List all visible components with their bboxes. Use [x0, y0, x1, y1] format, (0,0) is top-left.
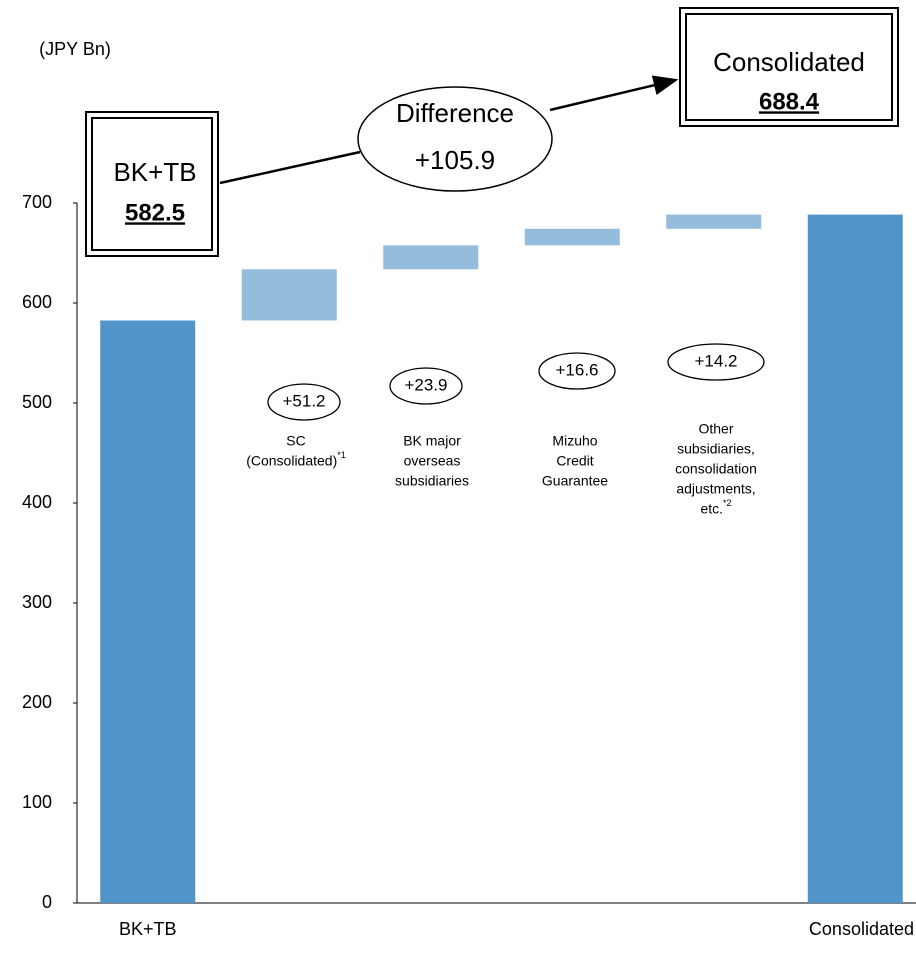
description-line: consolidation [675, 461, 757, 477]
start-box: BK+TB 582.5 [85, 111, 219, 257]
bar [666, 214, 762, 229]
description-line: overseas [404, 453, 461, 469]
y-tick-label: 600 [22, 292, 52, 312]
description-line: Guarantee [542, 473, 608, 489]
y-tick-label: 200 [22, 692, 52, 712]
y-tick-label: 0 [42, 892, 52, 912]
description-line: SC [286, 433, 305, 449]
y-tick-label: 400 [22, 492, 52, 512]
value-label-bubble [389, 367, 463, 405]
difference-title: Difference [396, 98, 514, 128]
value-label: +14.2 [694, 351, 737, 370]
description-line: BK major [403, 433, 461, 449]
connector-arrow [549, 75, 679, 112]
bar [524, 228, 620, 246]
description-line: Credit [556, 453, 593, 469]
value-label: +51.2 [282, 391, 325, 410]
bar [100, 320, 196, 903]
x-tick-label: BK+TB [119, 919, 177, 939]
y-tick-label: 100 [22, 792, 52, 812]
value-label-bubble [667, 343, 765, 381]
value-label: +16.6 [555, 360, 598, 379]
description-line: adjustments, [676, 481, 755, 497]
y-tick-label: 700 [22, 192, 52, 212]
difference-bubble: Difference +105.9 [357, 86, 553, 192]
footnote-mark: *2 [723, 498, 732, 508]
x-tick-label: Consolidated [809, 919, 914, 939]
difference-text: +105.9 [415, 145, 495, 175]
connector [219, 150, 361, 185]
description-line: subsidiaries [395, 473, 469, 489]
value-label: +23.9 [404, 375, 447, 394]
y-tick-label: 500 [22, 392, 52, 412]
value-label-bubble [538, 352, 616, 390]
end-box: Consolidated 688.4 [679, 7, 899, 127]
unit-label: (JPY Bn) [39, 39, 111, 59]
description-line: (Consolidated)*1 [246, 450, 346, 468]
value-label-bubble [267, 383, 341, 421]
start-value: 582.5 [125, 199, 185, 226]
bar [383, 245, 479, 270]
footnote-mark: *1 [337, 450, 346, 460]
y-tick-label: 300 [22, 592, 52, 612]
description-line: Other [698, 421, 733, 437]
end-title: Consolidated [713, 47, 865, 77]
end-value: 688.4 [759, 88, 820, 115]
description-line: etc.*2 [700, 498, 731, 516]
bar [807, 214, 903, 904]
description-line: Mizuho [552, 433, 597, 449]
bar [241, 269, 337, 321]
start-title: BK+TB [113, 157, 196, 187]
description-line: subsidiaries, [677, 441, 755, 457]
